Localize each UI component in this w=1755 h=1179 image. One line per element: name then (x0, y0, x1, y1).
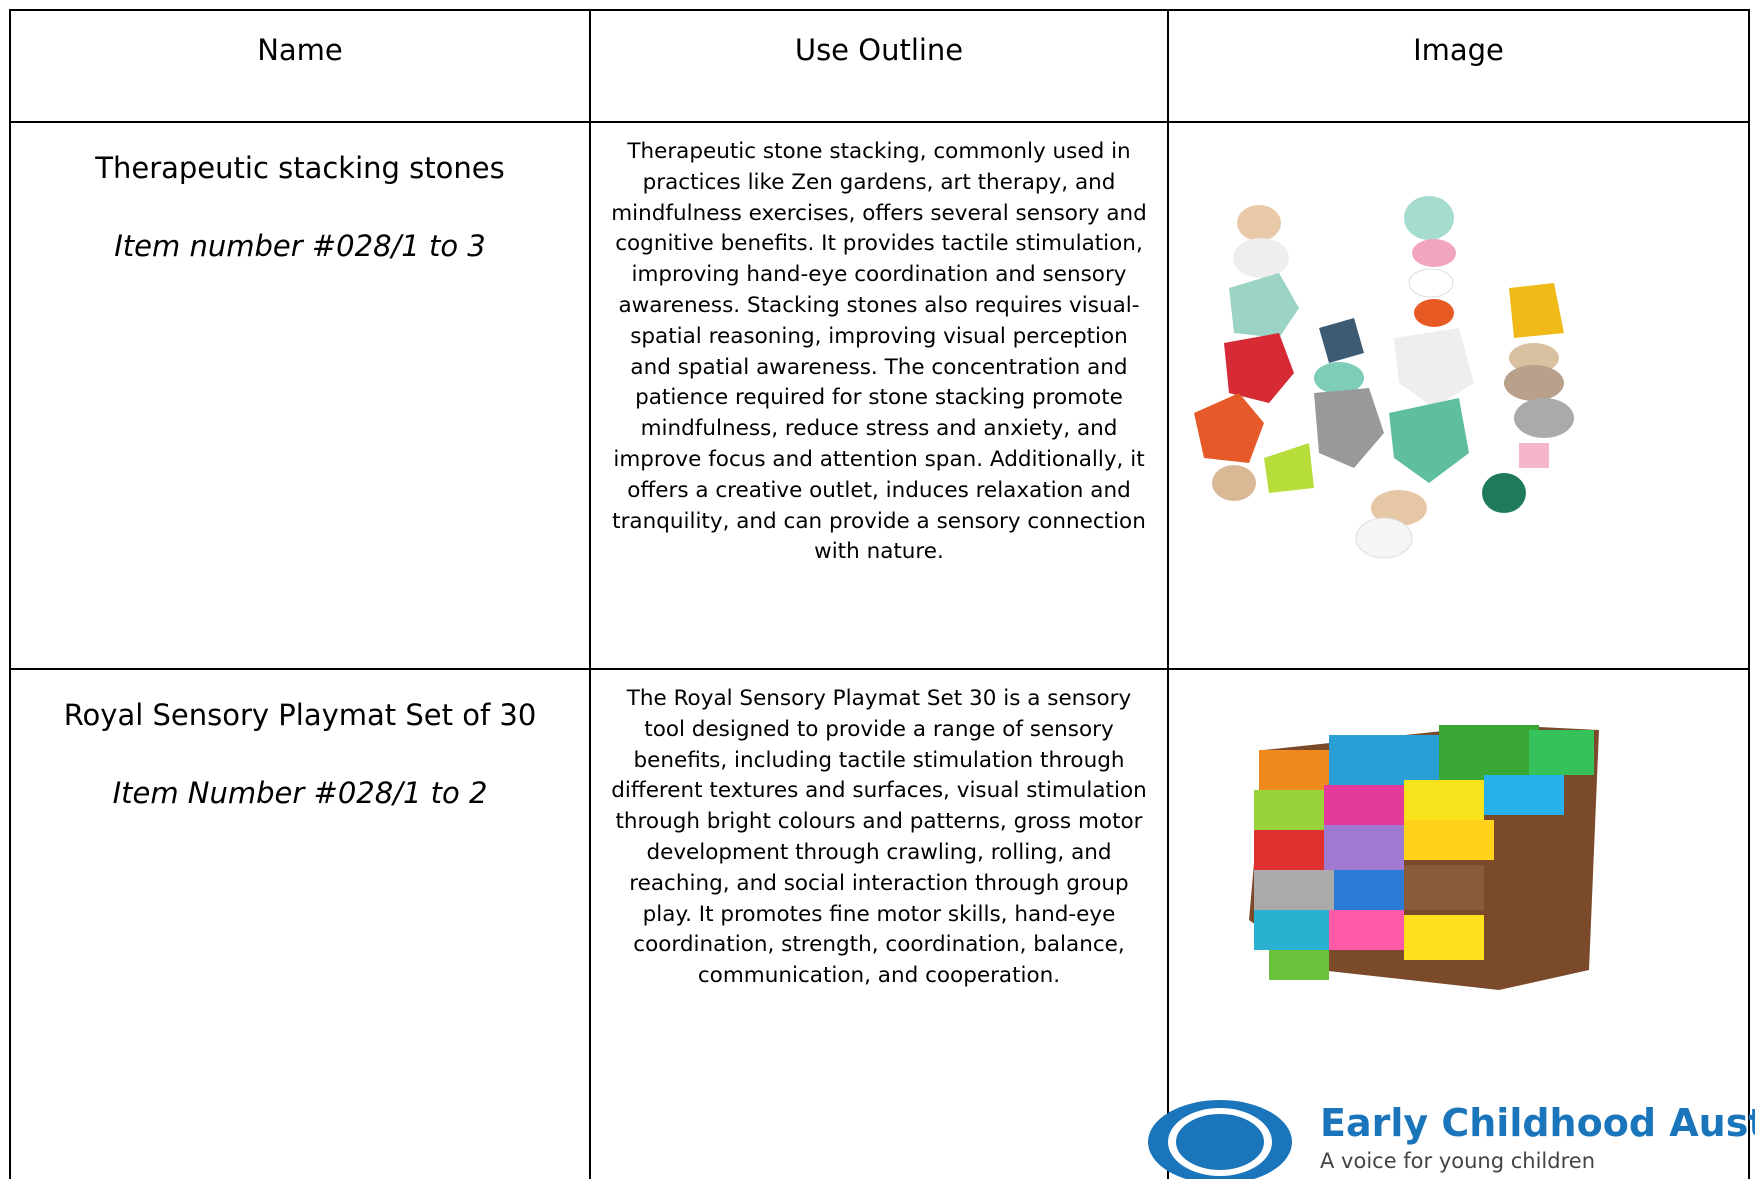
logo-title: Early Childhood Australia (1320, 1101, 1755, 1145)
stones-image (1194, 196, 1574, 559)
name-cell: Therapeutic stacking stones Item number … (9, 121, 591, 670)
image-cell (1167, 121, 1750, 670)
item-name: Royal Sensory Playmat Set of 30 (63, 698, 537, 732)
playmat-image (1249, 725, 1599, 990)
outline-cell: Therapeutic stone stacking, commonly use… (589, 121, 1169, 670)
header-cell: Use Outline (589, 9, 1169, 123)
header-cell: Name (9, 9, 591, 123)
logo-tagline: A voice for young children (1320, 1149, 1595, 1173)
item-name: Therapeutic stacking stones (95, 151, 505, 185)
item-number: Item number #028/1 to 3 (114, 229, 486, 263)
logo-mark (1148, 1100, 1292, 1179)
outline-cell: The Royal Sensory Playmat Set 30 is a se… (589, 668, 1169, 1179)
image-cell: Early Childhood Australia A voice for yo… (1148, 668, 1755, 1179)
name-cell: Royal Sensory Playmat Set of 30 Item Num… (9, 668, 591, 1179)
logo: Early Childhood Australia A voice for yo… (1140, 1097, 1755, 1179)
header-cell: Image (1167, 9, 1750, 123)
item-number: Item Number #028/1 to 2 (112, 776, 488, 810)
